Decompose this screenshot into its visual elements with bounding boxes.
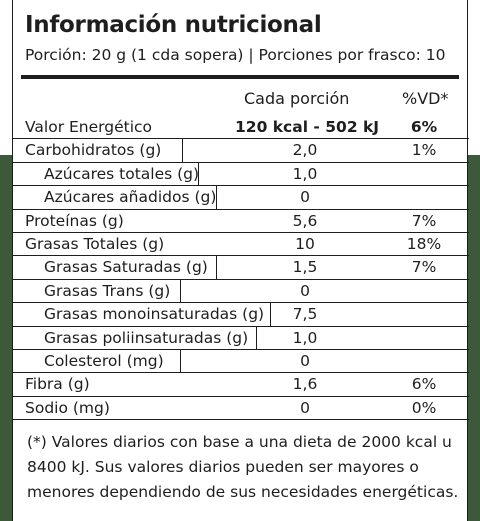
daily-value-footnote: (*) Valores diarios con base a una dieta… xyxy=(27,433,459,501)
table-row: Proteínas (g) 5,6 7% xyxy=(13,210,469,233)
nutrient-value: 2,0 xyxy=(292,141,318,160)
table-row: Fibra (g) 1,6 6% xyxy=(13,373,469,397)
nutrient-name: Grasas Totales (g) xyxy=(25,234,165,253)
nutrient-value: 1,0 xyxy=(292,164,318,183)
table-row: Grasas monoinsaturadas (g) 7,5 xyxy=(13,302,469,327)
nutrient-value: 5,6 xyxy=(292,211,318,230)
nutrient-dv: 18% xyxy=(406,234,442,253)
nutrient-name: Grasas monoinsaturadas (g) xyxy=(44,305,265,324)
nutrient-name: Fibra (g) xyxy=(25,375,90,394)
label-title: Información nutricional xyxy=(25,12,322,38)
table-row: Colesterol (mg) 0 xyxy=(13,348,469,374)
table-row: Grasas Saturadas (g) 1,5 7% xyxy=(13,255,469,280)
table-row: Valor Energético 120 kcal - 502 kJ 6% xyxy=(13,116,469,140)
thick-divider xyxy=(21,75,459,79)
nutrient-name: Azúcares totales (g) xyxy=(44,164,200,183)
table-row: Carbohidratos (g) 2,0 1% xyxy=(13,138,469,163)
nutrient-dv: 1% xyxy=(411,141,437,160)
nutrient-value: 10 xyxy=(295,234,315,253)
nutrient-name: Grasas poliinsaturadas (g) xyxy=(44,328,249,347)
nutrient-name: Sodio (mg) xyxy=(25,398,110,417)
column-header-per-portion: Cada porción xyxy=(244,89,350,108)
nutrient-dv: 7% xyxy=(411,211,437,230)
table-row: Sodio (mg) 0 0% xyxy=(13,397,469,421)
serving-info: Porción: 20 g (1 cda sopera) | Porciones… xyxy=(25,46,446,64)
table-row: Azúcares añadidos (g) 0 xyxy=(13,185,469,210)
nutrient-name: Proteínas (g) xyxy=(25,211,124,230)
nutrient-name: Grasas Trans (g) xyxy=(44,281,171,300)
nutrient-value: 1,0 xyxy=(292,328,318,347)
nutrient-value: 0 xyxy=(300,351,310,370)
nutrient-name: Colesterol (mg) xyxy=(44,351,164,370)
nutrient-value: 0 xyxy=(300,281,310,300)
nutrient-name: Azúcares añadidos (g) xyxy=(44,188,217,207)
nutrient-dv: 6% xyxy=(411,375,437,394)
nutrient-dv: 6% xyxy=(410,118,438,136)
nutrient-value: 0 xyxy=(300,398,310,417)
nutrient-value: 120 kcal - 502 kJ xyxy=(235,118,380,136)
nutrient-dv: 7% xyxy=(411,258,437,277)
nutrient-dv: 0% xyxy=(411,398,437,417)
table-row: Grasas Trans (g) 0 xyxy=(13,278,469,304)
column-header-daily-value: %VD* xyxy=(402,89,449,108)
table-row: Azúcares totales (g) 1,0 xyxy=(13,161,469,187)
nutrient-name: Carbohidratos (g) xyxy=(25,141,162,160)
table-row: Grasas poliinsaturadas (g) 1,0 xyxy=(13,325,469,350)
nutrient-value: 7,5 xyxy=(292,305,318,324)
nutrient-table: Valor Energético 120 kcal - 502 kJ 6% Ca… xyxy=(13,116,469,421)
nutrient-value: 1,6 xyxy=(292,375,318,394)
nutrient-value: 1,5 xyxy=(292,258,318,277)
table-row: Grasas Totales (g) 10 18% xyxy=(13,233,469,257)
nutrient-name: Grasas Saturadas (g) xyxy=(44,258,208,277)
nutrition-label: Información nutricional Porción: 20 g (1… xyxy=(12,0,469,521)
nutrient-name: Valor Energético xyxy=(25,118,153,136)
nutrient-value: 0 xyxy=(300,188,310,207)
